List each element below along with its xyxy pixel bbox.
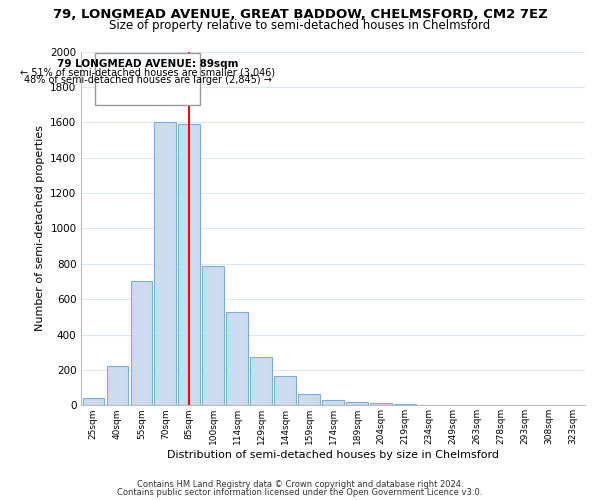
Bar <box>274 376 296 406</box>
Text: Contains HM Land Registry data © Crown copyright and database right 2024.: Contains HM Land Registry data © Crown c… <box>137 480 463 489</box>
X-axis label: Distribution of semi-detached houses by size in Chelmsford: Distribution of semi-detached houses by … <box>167 450 499 460</box>
Bar <box>298 394 320 406</box>
Bar <box>202 266 224 406</box>
Text: Contains public sector information licensed under the Open Government Licence v3: Contains public sector information licen… <box>118 488 482 497</box>
Text: 48% of semi-detached houses are larger (2,845) →: 48% of semi-detached houses are larger (… <box>24 75 272 85</box>
Bar <box>83 398 104 406</box>
Bar <box>131 282 152 406</box>
Bar <box>394 404 416 406</box>
Bar <box>418 405 440 406</box>
Bar <box>370 402 392 406</box>
Text: 79, LONGMEAD AVENUE, GREAT BADDOW, CHELMSFORD, CM2 7EZ: 79, LONGMEAD AVENUE, GREAT BADDOW, CHELM… <box>53 8 547 20</box>
Bar <box>226 312 248 406</box>
Text: 79 LONGMEAD AVENUE: 89sqm: 79 LONGMEAD AVENUE: 89sqm <box>57 58 238 68</box>
Bar <box>346 402 368 406</box>
FancyBboxPatch shape <box>95 54 200 104</box>
Bar <box>154 122 176 406</box>
Y-axis label: Number of semi-detached properties: Number of semi-detached properties <box>35 126 44 332</box>
Text: ← 51% of semi-detached houses are smaller (3,046): ← 51% of semi-detached houses are smalle… <box>20 67 275 77</box>
Bar <box>250 356 272 406</box>
Bar <box>322 400 344 406</box>
Bar <box>178 124 200 406</box>
Bar <box>107 366 128 406</box>
Text: Size of property relative to semi-detached houses in Chelmsford: Size of property relative to semi-detach… <box>109 18 491 32</box>
